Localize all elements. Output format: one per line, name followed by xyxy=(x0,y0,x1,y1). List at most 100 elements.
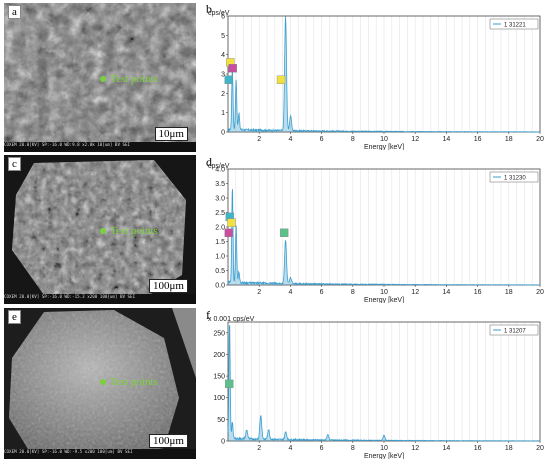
panel-label-a: a xyxy=(8,5,21,19)
x-tick-label: 14 xyxy=(443,136,451,143)
y-unit-label: cps/eV xyxy=(208,10,230,17)
y-tick-label: 50 xyxy=(217,417,225,424)
x-tick-label: 8 xyxy=(351,289,355,296)
test-point-dot xyxy=(100,228,106,235)
panel-e: e Test points 100μm COXEM 20.0[KV] SP:-1… xyxy=(0,306,550,461)
sem-footer-e: COXEM 20.0[KV] SP:-16.0 WD:-9.5 x200 100… xyxy=(4,449,196,459)
x-tick-label: 4 xyxy=(288,289,292,296)
x-tick-label: 20 xyxy=(536,136,544,143)
x-tick-label: 20 xyxy=(536,445,544,452)
x-axis-label: Energy [keV] xyxy=(364,144,404,150)
legend-label: 1 31230 xyxy=(504,176,526,182)
y-tick-label: 0.0 xyxy=(215,283,225,290)
x-tick-label: 10 xyxy=(380,445,388,452)
element-marker xyxy=(224,228,233,238)
x-tick-label: 16 xyxy=(474,445,482,452)
panel-label-f: f xyxy=(206,308,210,322)
panel-label-b: b xyxy=(206,2,212,16)
x-tick-label: 12 xyxy=(411,136,419,143)
scale-bar-e: 100μm xyxy=(149,434,188,448)
spectrum-line xyxy=(227,189,541,286)
element-marker xyxy=(279,228,289,238)
y-unit-label: cps/eV xyxy=(208,163,230,170)
x-tick-label: 2 xyxy=(257,445,261,452)
x-tick-label: 4 xyxy=(288,136,292,143)
x-tick-label: 18 xyxy=(505,445,513,452)
y-tick-label: 1 xyxy=(221,110,225,117)
legend-box xyxy=(489,324,539,336)
x-axis-label: Energy [keV] xyxy=(364,297,404,303)
scale-bar-c: 100μm xyxy=(149,279,188,293)
element-marker xyxy=(224,75,233,85)
y-tick-label: 1.0 xyxy=(215,254,225,261)
y-tick-label: 4 xyxy=(221,52,225,59)
x-tick-label: 12 xyxy=(411,445,419,452)
x-tick-label: 16 xyxy=(474,289,482,296)
x-tick-label: 18 xyxy=(505,289,513,296)
y-tick-label: 0 xyxy=(221,439,225,446)
y-tick-label: 0 xyxy=(221,130,225,137)
panel-label-d: d xyxy=(206,155,212,169)
panel-label-c: c xyxy=(8,157,21,171)
test-points-c: Test points xyxy=(100,225,158,237)
panel-label-e: e xyxy=(8,310,21,324)
x-tick-label: 8 xyxy=(351,445,355,452)
x-tick-label: 16 xyxy=(474,136,482,143)
test-points-a: Test points xyxy=(100,73,158,85)
element-marker xyxy=(276,75,286,85)
test-point-dot xyxy=(100,379,106,386)
test-point-dot xyxy=(100,76,106,83)
y-unit-label: x 0.001 cps/eV xyxy=(208,316,255,323)
y-tick-label: 2.0 xyxy=(215,225,225,232)
y-tick-label: 3.5 xyxy=(215,181,225,188)
x-tick-label: 2 xyxy=(257,289,261,296)
spectrum-line xyxy=(227,325,541,442)
y-tick-label: 1.5 xyxy=(215,239,225,246)
x-tick-label: 6 xyxy=(320,289,324,296)
panel-c: c Test points 100μm COXEM 20.0[KV] SP:-1… xyxy=(0,153,550,306)
x-tick-label: 20 xyxy=(536,289,544,296)
element-marker xyxy=(225,379,234,389)
legend-label: 1 31221 xyxy=(504,23,526,29)
panel-a: a Test points 10μm COXEM 20.0[KV] SP:-16… xyxy=(0,0,550,153)
y-tick-label: 200 xyxy=(213,352,225,359)
y-tick-label: 2.5 xyxy=(215,210,225,217)
sem-image-e: e Test points 100μm COXEM 20.0[KV] SP:-1… xyxy=(4,308,196,459)
x-axis-label: Energy [keV] xyxy=(364,453,404,459)
test-points-label: Test points xyxy=(110,376,158,388)
scale-bar-a: 10μm xyxy=(154,127,188,141)
x-tick-label: 8 xyxy=(351,136,355,143)
x-tick-label: 6 xyxy=(320,136,324,143)
y-tick-label: 150 xyxy=(213,374,225,381)
test-points-label: Test points xyxy=(110,225,158,237)
x-tick-label: 14 xyxy=(443,445,451,452)
sem-image-c: c Test points 100μm COXEM 20.0[KV] SP:-1… xyxy=(4,155,196,304)
test-points-e: Test points xyxy=(100,376,158,388)
eds-chart-f: x 0.001 cps/eV 0 50 100 150 200 250 2 4 6 8 10 12 14 1… xyxy=(208,316,544,459)
spectrum-line xyxy=(227,16,541,133)
x-tick-label: 10 xyxy=(380,136,388,143)
legend-box xyxy=(489,18,539,30)
test-points-label: Test points xyxy=(110,73,158,85)
y-tick-label: 4.0 xyxy=(215,167,225,174)
y-tick-label: 100 xyxy=(213,395,225,402)
eds-chart-d: cps/eV 0.0 0.5 1.0 1.5 2.0 2.5 3.0 3.5 4.0 2 4 6 8 10 1… xyxy=(208,163,544,303)
element-marker xyxy=(227,218,236,227)
sem-texture-e xyxy=(4,308,196,459)
y-tick-label: 5 xyxy=(221,33,225,40)
sem-image-a: a Test points 10μm COXEM 20.0[KV] SP:-16… xyxy=(4,3,196,152)
y-tick-label: 6 xyxy=(221,14,225,21)
x-tick-label: 10 xyxy=(380,289,388,296)
y-tick-label: 3.0 xyxy=(215,196,225,203)
y-tick-label: 3 xyxy=(221,72,225,79)
legend-box xyxy=(489,171,539,183)
x-tick-label: 18 xyxy=(505,136,513,143)
y-tick-label: 0.5 xyxy=(215,268,225,275)
x-tick-label: 12 xyxy=(411,289,419,296)
x-tick-label: 2 xyxy=(257,136,261,143)
sem-footer-c: COXEM 20.0[KV] SP:-16.0 WD:-15.3 x200 10… xyxy=(4,294,196,304)
x-tick-label: 4 xyxy=(288,445,292,452)
element-marker xyxy=(228,64,237,73)
y-tick-label: 250 xyxy=(213,330,225,337)
